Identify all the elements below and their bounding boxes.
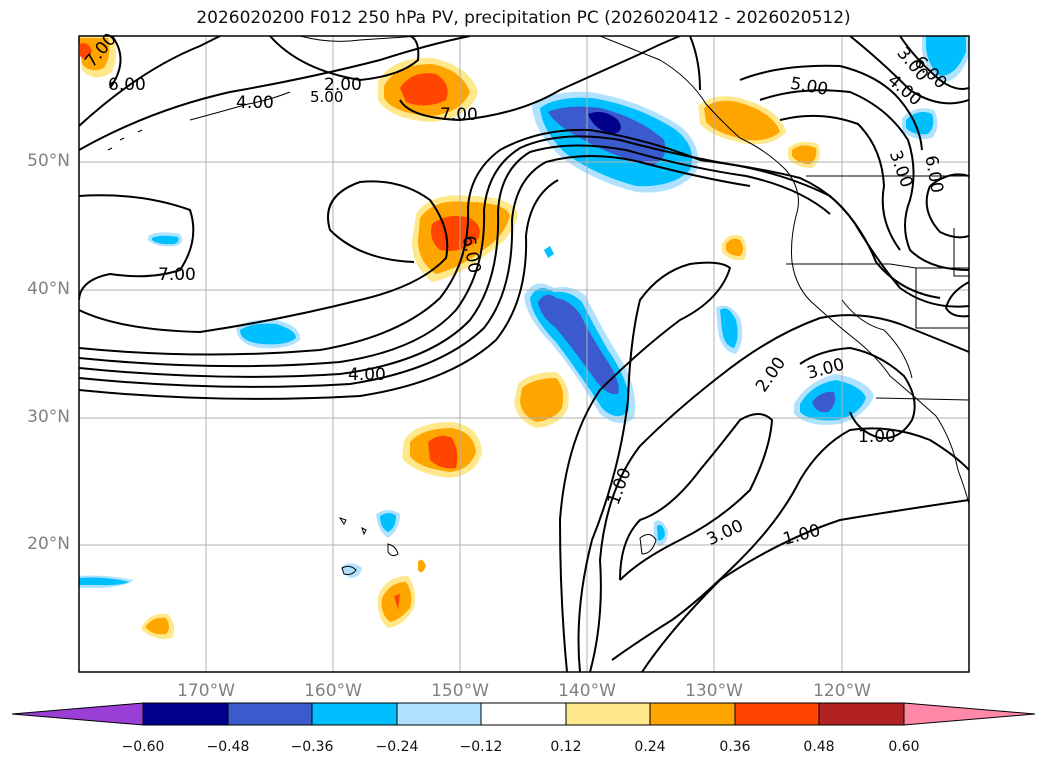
colorbar-tick-label: 0.24 <box>634 739 666 755</box>
contour-label: 5.00 <box>789 74 830 100</box>
coastlines <box>107 36 969 575</box>
colorbar-tick-label: −0.60 <box>121 739 165 755</box>
contour-label: 7.00 <box>440 105 478 125</box>
lon-label: 160°W <box>304 681 362 701</box>
colorbar-seg <box>734 702 820 726</box>
colorbar-seg <box>311 702 398 726</box>
contour-label: 2.00 <box>752 354 790 396</box>
colorbar-tick-label: −0.36 <box>290 739 334 755</box>
lon-label: 140°W <box>558 681 616 701</box>
colorbar-seg <box>480 702 567 726</box>
contour-label: 4.00 <box>236 93 274 113</box>
lat-label: 30°N <box>27 407 70 427</box>
gridlines <box>79 36 969 672</box>
contour-label: 7.00 <box>158 265 196 285</box>
colorbar-tick-label: −0.48 <box>206 739 250 755</box>
lon-label: 150°W <box>431 681 489 701</box>
colorbar-tick-label: −0.24 <box>375 739 419 755</box>
lat-label: 50°N <box>27 151 70 171</box>
colorbar-extend-max <box>903 702 1036 726</box>
colorbar-tick-label: 0.12 <box>550 739 582 755</box>
colorbar-seg <box>565 702 651 726</box>
colorbar-seg <box>227 702 313 726</box>
colorbar-seg <box>142 702 229 726</box>
colorbar <box>11 702 1036 726</box>
contour-label: 5.00 <box>310 88 343 106</box>
colorbar-tick-label: −0.12 <box>459 739 503 755</box>
figure-title: 2026020200 F012 250 hPa PV, precipitatio… <box>196 8 851 28</box>
contour-label: 6.00 <box>108 75 146 95</box>
colorbar-seg <box>818 702 905 726</box>
colorbar-tick-label: 0.36 <box>719 739 751 755</box>
pv-contours <box>79 36 969 672</box>
colorbar-seg <box>396 702 482 726</box>
lat-label: 20°N <box>27 534 70 554</box>
precip-shading <box>79 36 969 639</box>
lat-label: 40°N <box>27 279 70 299</box>
colorbar-seg <box>649 702 736 726</box>
colorbar-extend-min <box>11 702 144 726</box>
colorbar-tick-label: 0.60 <box>888 739 920 755</box>
map-frame <box>78 35 970 673</box>
lon-label: 120°W <box>813 681 871 701</box>
lon-label: 170°W <box>177 681 235 701</box>
contour-label: 2.00 <box>324 75 362 95</box>
contour-label: 1.00 <box>604 465 636 507</box>
contour-label: 6.00 <box>920 154 946 195</box>
contour-label: 1.00 <box>858 427 896 447</box>
contour-label: 4.00 <box>348 365 386 385</box>
lon-label: 130°W <box>685 681 743 701</box>
colorbar-tick-label: 0.48 <box>803 739 835 755</box>
